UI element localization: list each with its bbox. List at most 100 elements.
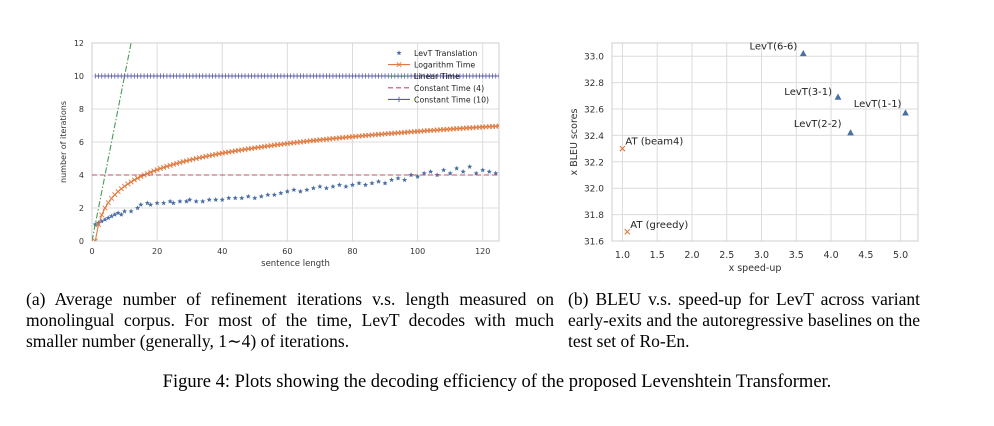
data-point: [902, 109, 909, 116]
data-point: [356, 180, 362, 186]
data-label: LevT(1-1): [854, 99, 902, 110]
y-tick-label: 10: [74, 72, 84, 81]
data-point: [369, 180, 375, 186]
data-point: [349, 182, 356, 188]
data-point: [102, 205, 108, 211]
data-point: [118, 186, 124, 192]
data-point: [219, 197, 225, 202]
x-tick-label: 80: [347, 247, 357, 256]
x-tick-label: 4.0: [824, 250, 839, 261]
data-point: [473, 170, 479, 176]
data-point: [239, 195, 245, 201]
data-point: [112, 211, 118, 217]
data-label: LevT(3-1): [784, 87, 832, 98]
data-point: [154, 200, 160, 206]
point-levt-2-2: LevT(2-2): [794, 119, 854, 136]
x-tick-label: 40: [217, 247, 227, 256]
data-label: LevT(6-6): [750, 42, 798, 53]
legend-label: Constant Time (10): [414, 95, 489, 104]
data-point: [92, 238, 98, 241]
data-point: [310, 185, 316, 191]
y-tick-label: 32.2: [584, 158, 604, 168]
data-point: [105, 200, 111, 206]
data-label: AT (greedy): [630, 220, 688, 231]
series-line: [94, 125, 499, 241]
plot-frame: [611, 42, 919, 242]
data-point: [125, 181, 131, 187]
data-point: [480, 167, 486, 173]
data-point: [421, 170, 427, 176]
x-tick-label: 1.5: [650, 250, 665, 261]
y-tick-label: 2: [79, 204, 84, 213]
data-point: [121, 208, 128, 214]
data-point: [128, 179, 134, 185]
y-tick-label: 0: [79, 237, 84, 246]
data-point: [170, 200, 176, 206]
data-point: [138, 202, 144, 207]
data-point: [180, 159, 186, 165]
x-tick-label: 3.0: [754, 250, 769, 261]
series-constant-time-10: [94, 73, 499, 79]
data-point: [187, 197, 193, 202]
point-levt-1-1: LevT(1-1): [854, 99, 909, 116]
caption-a: (a) Average number of refinement iterati…: [26, 289, 554, 351]
series-logarithm-time: [92, 123, 499, 241]
data-point: [799, 49, 807, 57]
data-point: [428, 169, 434, 174]
data-point: [271, 192, 277, 197]
data-point: [336, 182, 343, 188]
data-point: [226, 195, 232, 201]
data-label: LevT(2-2): [794, 119, 842, 130]
legend-label: Linear Time: [414, 72, 460, 81]
data-point: [128, 208, 134, 214]
y-tick-label: 32.4: [584, 132, 604, 142]
data-point: [834, 93, 842, 100]
data-point: [102, 216, 108, 222]
data-point: [619, 145, 626, 152]
data-point: [330, 183, 336, 189]
point-levt-3-1: LevT(3-1): [784, 87, 842, 100]
data-point: [252, 195, 258, 201]
data-point: [183, 198, 189, 204]
data-point: [121, 183, 128, 189]
x-tick-label: 60: [282, 247, 292, 256]
data-point: [375, 178, 382, 184]
data-point: [467, 164, 473, 169]
y-tick-label: 31.6: [584, 238, 604, 248]
data-point: [415, 173, 421, 179]
x-tick-label: 2.5: [719, 250, 734, 261]
data-point: [95, 221, 102, 228]
data-point: [245, 193, 251, 199]
data-point: [193, 198, 199, 204]
data-point: [134, 175, 141, 181]
data-point: [170, 161, 177, 167]
legend-symbol: [396, 50, 402, 56]
x-tick-label: 20: [152, 247, 162, 256]
x-tick-label: 100: [410, 247, 425, 256]
x-tick-label: 4.5: [858, 250, 873, 261]
figure-caption: Figure 4: Plots showing the decoding eff…: [162, 372, 832, 392]
data-point: [131, 177, 137, 183]
data-point: [388, 177, 395, 183]
y-tick-label: 8: [79, 105, 84, 114]
legend-marker: [396, 50, 402, 56]
data-point: [441, 167, 447, 173]
series-linear-time: [92, 43, 132, 241]
series-line: [92, 43, 132, 241]
data-point: [496, 123, 499, 129]
x-tick-label: 2.0: [684, 250, 699, 261]
caption-b: (b) BLEU v.s. speed-up for LevT across v…: [568, 289, 920, 351]
x-tick-label: 0: [89, 247, 94, 256]
data-point: [317, 183, 323, 189]
x-axis-label: sentence length: [261, 259, 330, 269]
data-point: [278, 190, 284, 196]
data-point: [447, 170, 453, 176]
data-label: AT (beam4): [625, 137, 683, 148]
data-point: [624, 228, 631, 235]
data-point: [154, 167, 160, 173]
y-tick-label: 6: [79, 138, 84, 147]
data-point: [291, 187, 297, 193]
data-point: [284, 188, 290, 194]
